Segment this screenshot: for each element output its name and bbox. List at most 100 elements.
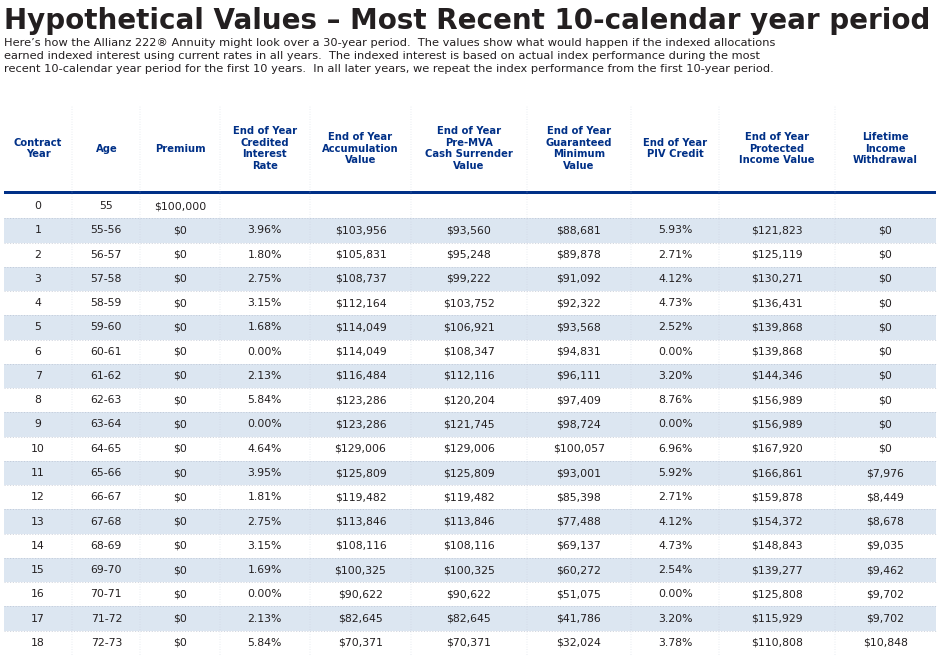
Text: $97,409: $97,409 bbox=[556, 395, 602, 405]
Text: $0: $0 bbox=[173, 493, 187, 502]
Text: 0: 0 bbox=[35, 201, 41, 211]
Text: $0: $0 bbox=[879, 322, 892, 333]
Text: 2.71%: 2.71% bbox=[658, 493, 693, 502]
Text: 3.15%: 3.15% bbox=[247, 541, 282, 551]
Text: $0: $0 bbox=[879, 298, 892, 309]
Text: 1: 1 bbox=[35, 225, 41, 235]
Text: $125,808: $125,808 bbox=[751, 590, 803, 599]
Text: $9,462: $9,462 bbox=[867, 565, 904, 575]
Text: 13: 13 bbox=[31, 517, 45, 527]
Text: $0: $0 bbox=[879, 274, 892, 284]
Text: $129,006: $129,006 bbox=[443, 444, 494, 454]
Text: $166,861: $166,861 bbox=[751, 468, 803, 478]
FancyBboxPatch shape bbox=[4, 558, 936, 582]
Text: 4.73%: 4.73% bbox=[658, 541, 693, 551]
Text: $100,000: $100,000 bbox=[154, 201, 206, 211]
Text: 11: 11 bbox=[31, 468, 45, 478]
Text: 1.81%: 1.81% bbox=[247, 493, 282, 502]
Text: $7,976: $7,976 bbox=[867, 468, 904, 478]
Text: 56-57: 56-57 bbox=[90, 250, 122, 259]
Text: $9,035: $9,035 bbox=[867, 541, 904, 551]
Text: $113,846: $113,846 bbox=[443, 517, 494, 527]
Text: $139,868: $139,868 bbox=[751, 322, 803, 333]
Text: 0.00%: 0.00% bbox=[247, 590, 282, 599]
Text: 2.75%: 2.75% bbox=[247, 517, 282, 527]
Text: 7: 7 bbox=[35, 371, 41, 381]
Text: $99,222: $99,222 bbox=[446, 274, 492, 284]
Text: $0: $0 bbox=[173, 371, 187, 381]
Text: $0: $0 bbox=[173, 614, 187, 624]
Text: 4.12%: 4.12% bbox=[658, 517, 693, 527]
Text: $0: $0 bbox=[879, 419, 892, 430]
Text: $112,116: $112,116 bbox=[443, 371, 494, 381]
FancyBboxPatch shape bbox=[4, 388, 936, 413]
Text: End of Year
PIV Credit: End of Year PIV Credit bbox=[643, 138, 707, 159]
Text: 67-68: 67-68 bbox=[90, 517, 122, 527]
Text: $0: $0 bbox=[173, 541, 187, 551]
Text: $113,846: $113,846 bbox=[335, 517, 386, 527]
Text: $121,745: $121,745 bbox=[443, 419, 494, 430]
Text: $93,001: $93,001 bbox=[556, 468, 602, 478]
Text: 58-59: 58-59 bbox=[90, 298, 122, 309]
Text: $123,286: $123,286 bbox=[335, 395, 386, 405]
Text: 65-66: 65-66 bbox=[90, 468, 122, 478]
FancyBboxPatch shape bbox=[4, 413, 936, 437]
FancyBboxPatch shape bbox=[4, 607, 936, 631]
Text: $0: $0 bbox=[879, 444, 892, 454]
Text: $0: $0 bbox=[879, 250, 892, 259]
Text: Here’s how the Allianz 222® Annuity might look over a 30-year period.  The value: Here’s how the Allianz 222® Annuity migh… bbox=[4, 38, 776, 73]
Text: End of Year
Pre-MVA
Cash Surrender
Value: End of Year Pre-MVA Cash Surrender Value bbox=[425, 126, 513, 171]
Text: 14: 14 bbox=[31, 541, 45, 551]
Text: $103,752: $103,752 bbox=[443, 298, 494, 309]
Text: 6: 6 bbox=[35, 346, 41, 357]
Text: $0: $0 bbox=[879, 225, 892, 235]
Text: 5.92%: 5.92% bbox=[658, 468, 693, 478]
Text: 1.69%: 1.69% bbox=[247, 565, 282, 575]
Text: 3: 3 bbox=[35, 274, 41, 284]
FancyBboxPatch shape bbox=[4, 534, 936, 558]
Text: 3.96%: 3.96% bbox=[247, 225, 282, 235]
Text: 5: 5 bbox=[35, 322, 41, 333]
FancyBboxPatch shape bbox=[4, 631, 936, 655]
Text: 3.15%: 3.15% bbox=[247, 298, 282, 309]
FancyBboxPatch shape bbox=[4, 461, 936, 485]
Text: $103,956: $103,956 bbox=[335, 225, 386, 235]
Text: $125,809: $125,809 bbox=[443, 468, 494, 478]
Text: 3.20%: 3.20% bbox=[658, 614, 693, 624]
Text: $123,286: $123,286 bbox=[335, 419, 386, 430]
Text: 0.00%: 0.00% bbox=[658, 346, 693, 357]
FancyBboxPatch shape bbox=[4, 106, 936, 191]
Text: $90,622: $90,622 bbox=[338, 590, 383, 599]
Text: $119,482: $119,482 bbox=[443, 493, 494, 502]
FancyBboxPatch shape bbox=[4, 242, 936, 267]
Text: $93,568: $93,568 bbox=[556, 322, 602, 333]
Text: 64-65: 64-65 bbox=[90, 444, 122, 454]
Text: $41,786: $41,786 bbox=[556, 614, 602, 624]
Text: $88,681: $88,681 bbox=[556, 225, 602, 235]
Text: $100,057: $100,057 bbox=[553, 444, 605, 454]
Text: $156,989: $156,989 bbox=[751, 395, 803, 405]
Text: $94,831: $94,831 bbox=[556, 346, 602, 357]
Text: $96,111: $96,111 bbox=[556, 371, 602, 381]
Text: $0: $0 bbox=[173, 395, 187, 405]
Text: 2.52%: 2.52% bbox=[658, 322, 693, 333]
Text: 5.84%: 5.84% bbox=[247, 395, 282, 405]
Text: 1.68%: 1.68% bbox=[247, 322, 282, 333]
Text: 2: 2 bbox=[35, 250, 41, 259]
FancyBboxPatch shape bbox=[4, 291, 936, 315]
Text: $0: $0 bbox=[173, 298, 187, 309]
Text: 72-73: 72-73 bbox=[90, 638, 122, 648]
Text: $0: $0 bbox=[173, 225, 187, 235]
Text: $0: $0 bbox=[173, 517, 187, 527]
Text: 16: 16 bbox=[31, 590, 45, 599]
Text: $0: $0 bbox=[173, 468, 187, 478]
Text: 55: 55 bbox=[100, 201, 113, 211]
FancyBboxPatch shape bbox=[4, 485, 936, 510]
FancyBboxPatch shape bbox=[4, 267, 936, 291]
Text: $32,024: $32,024 bbox=[556, 638, 602, 648]
Text: $116,484: $116,484 bbox=[335, 371, 386, 381]
Text: 0.00%: 0.00% bbox=[247, 419, 282, 430]
FancyBboxPatch shape bbox=[4, 364, 936, 388]
Text: $100,325: $100,325 bbox=[443, 565, 494, 575]
Text: $70,371: $70,371 bbox=[446, 638, 492, 648]
